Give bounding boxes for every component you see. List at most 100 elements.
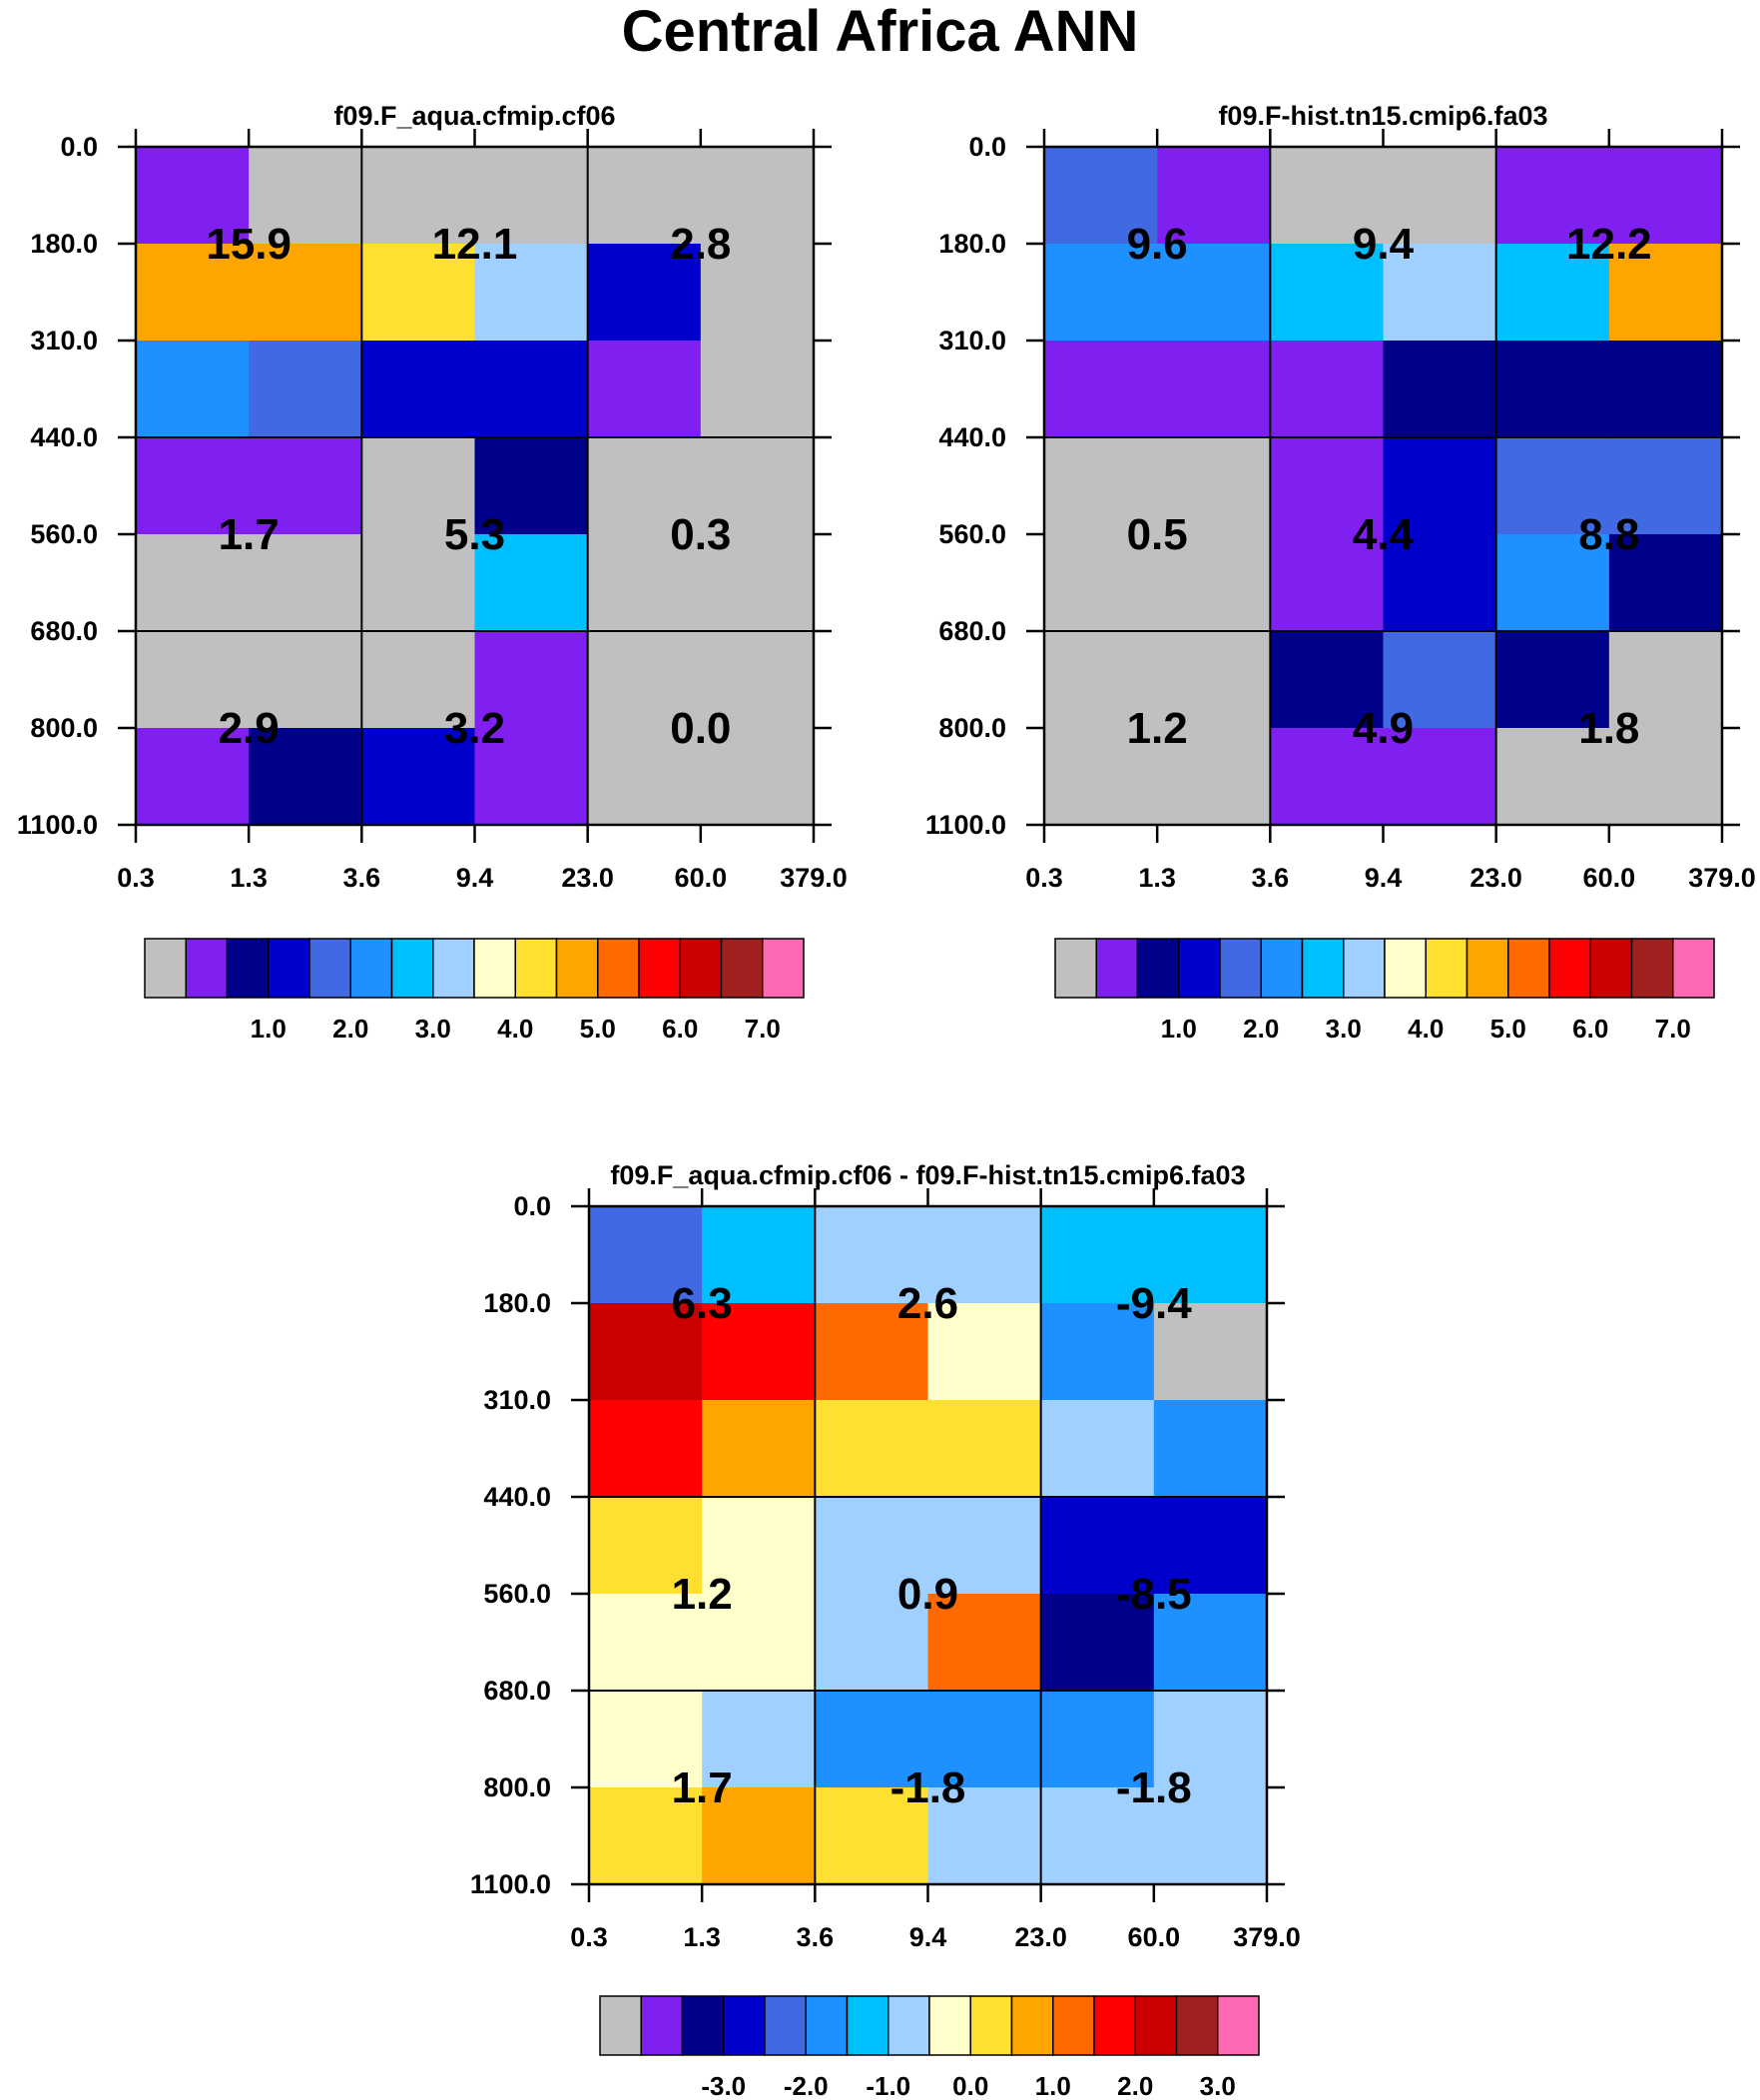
y-tick-label: 180.0 bbox=[30, 229, 98, 259]
heatmap-cell bbox=[1383, 341, 1497, 438]
data-value-label: 2.9 bbox=[219, 704, 280, 753]
colorbar-box bbox=[349, 938, 393, 999]
colorbar-box bbox=[1343, 938, 1386, 999]
heatmap-cell bbox=[1153, 1497, 1268, 1595]
heatmap-cell bbox=[136, 147, 250, 245]
y-tick-label: 560.0 bbox=[30, 519, 98, 549]
data-value-label: 1.7 bbox=[219, 510, 280, 559]
heatmap-cell bbox=[927, 1594, 1042, 1692]
data-value-label: 1.2 bbox=[1127, 704, 1188, 753]
colorbar-box bbox=[846, 1995, 889, 2056]
colorbar-box bbox=[638, 938, 681, 999]
x-tick-label: 0.3 bbox=[570, 1922, 608, 1952]
data-value-label: -1.8 bbox=[890, 1763, 966, 1812]
colorbar-box bbox=[1134, 1995, 1178, 2056]
data-value-label: 0.5 bbox=[1127, 510, 1188, 559]
heatmap-cell bbox=[1153, 1787, 1268, 1885]
panel-title: f09.F-hist.tn15.cmip6.fa03 bbox=[1218, 101, 1547, 131]
x-tick-label: 379.0 bbox=[780, 863, 848, 893]
y-tick-label: 0.0 bbox=[968, 132, 1006, 162]
colorbar-box bbox=[1136, 938, 1180, 999]
heatmap-cell bbox=[1270, 437, 1385, 535]
heatmap-cell bbox=[1153, 1691, 1268, 1788]
heatmap-cell bbox=[1040, 1497, 1155, 1595]
heatmap-cell bbox=[700, 341, 815, 438]
heatmap-cell bbox=[1040, 1206, 1155, 1304]
colorbar-box bbox=[679, 938, 723, 999]
heatmap-cell bbox=[1044, 631, 1158, 729]
data-value-label: 9.6 bbox=[1127, 220, 1188, 269]
heatmap-cell bbox=[927, 1691, 1042, 1788]
colorbar-box bbox=[1178, 938, 1221, 999]
heatmap-cell bbox=[587, 728, 702, 826]
heatmap-cell bbox=[702, 1303, 816, 1401]
colorbar-box bbox=[1054, 938, 1097, 999]
x-tick-label: 3.6 bbox=[797, 1922, 835, 1952]
heatmap-cell bbox=[1608, 631, 1723, 729]
plot-frame bbox=[134, 145, 816, 827]
y-tick-label: 310.0 bbox=[30, 326, 98, 355]
heatmap-cell bbox=[589, 1206, 703, 1304]
heatmap-cell bbox=[587, 244, 702, 342]
heatmap-cell bbox=[1270, 341, 1385, 438]
heatmap-cell bbox=[589, 1303, 703, 1401]
data-value-label: 0.9 bbox=[897, 1570, 958, 1619]
heatmap-cell bbox=[361, 534, 476, 632]
heatmap-cell bbox=[249, 244, 362, 342]
heatmap-cell bbox=[587, 437, 702, 535]
heatmap-cell bbox=[702, 1206, 816, 1304]
x-tick-label: 23.0 bbox=[1014, 1922, 1067, 1952]
colorbar-box bbox=[681, 1995, 725, 2056]
data-value-label: 6.3 bbox=[672, 1279, 733, 1328]
colorbar-box bbox=[514, 938, 558, 999]
y-tick-label: 0.0 bbox=[513, 1191, 551, 1221]
heatmap-cell bbox=[1157, 631, 1271, 729]
heatmap-cell bbox=[1044, 244, 1158, 342]
colorbar-label: 6.0 bbox=[662, 1014, 698, 1044]
panel-title: f09.F_aqua.cfmip.cf06 - f09.F-hist.tn15.… bbox=[610, 1160, 1245, 1190]
x-tick-label: 379.0 bbox=[1688, 863, 1756, 893]
y-tick-label: 1100.0 bbox=[925, 810, 1006, 840]
x-tick-label: 23.0 bbox=[1469, 863, 1522, 893]
colorbar-box bbox=[1260, 938, 1304, 999]
heatmap-cell bbox=[1270, 147, 1385, 245]
heatmap-cell bbox=[1270, 244, 1385, 342]
x-tick-label: 1.3 bbox=[683, 1922, 721, 1952]
y-tick-label: 560.0 bbox=[938, 519, 1006, 549]
data-value-label: 9.4 bbox=[1353, 220, 1415, 269]
x-tick-label: 0.3 bbox=[1025, 863, 1063, 893]
colorbar-box bbox=[640, 1995, 684, 2056]
x-tick-label: 9.4 bbox=[1365, 863, 1403, 893]
colorbar-box bbox=[268, 938, 310, 999]
x-tick-label: 3.6 bbox=[1252, 863, 1290, 893]
heatmap-cell bbox=[474, 244, 589, 342]
data-value-label: 0.0 bbox=[670, 704, 731, 753]
heatmap-cell bbox=[474, 534, 589, 632]
heatmap-cell bbox=[587, 534, 702, 632]
colorbar-box bbox=[1630, 938, 1674, 999]
colorbar-box bbox=[390, 938, 434, 999]
colorbar-box bbox=[1217, 1995, 1260, 2056]
heatmap-cell bbox=[589, 1400, 703, 1498]
heatmap-cell bbox=[1495, 728, 1610, 826]
heatmap-cell bbox=[702, 1787, 816, 1885]
heatmap-cell bbox=[700, 534, 815, 632]
heatmap-cell bbox=[1044, 341, 1158, 438]
y-tick-label: 440.0 bbox=[938, 422, 1006, 452]
heatmap-cell bbox=[249, 631, 362, 729]
y-tick-label: 0.0 bbox=[60, 132, 98, 162]
colorbar-label: 7.0 bbox=[745, 1014, 781, 1044]
heatmap-cell bbox=[474, 631, 589, 729]
heatmap-cell bbox=[927, 1303, 1042, 1401]
colorbar-box bbox=[432, 938, 475, 999]
data-value-label: -8.5 bbox=[1116, 1570, 1192, 1619]
colorbar-box bbox=[144, 938, 187, 999]
colorbar-box bbox=[1548, 938, 1591, 999]
heatmap-cell bbox=[1157, 147, 1271, 245]
y-tick-label: 560.0 bbox=[483, 1579, 551, 1609]
y-tick-label: 310.0 bbox=[483, 1385, 551, 1415]
plot-frame bbox=[587, 1204, 1269, 1886]
heatmap-cell bbox=[361, 728, 476, 826]
